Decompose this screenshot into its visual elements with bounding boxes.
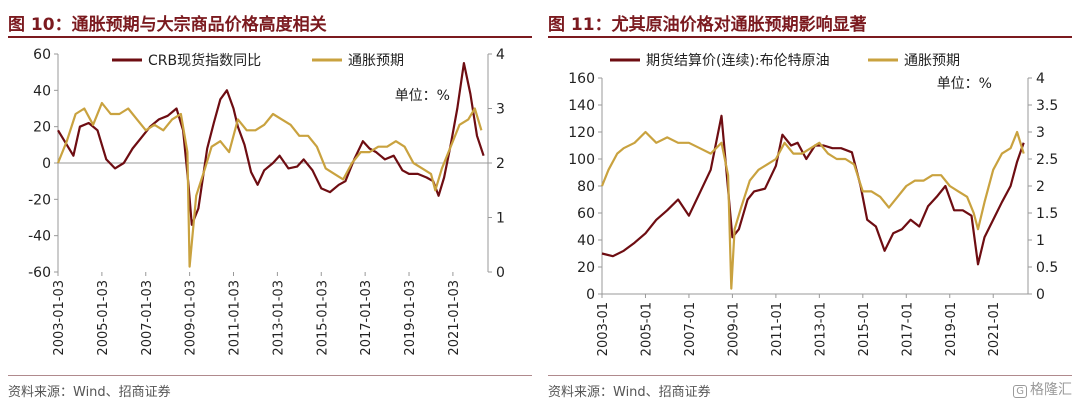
legend-label: CRB现货指数同比 (148, 52, 261, 69)
left-y-tick-label: -60 (28, 265, 51, 281)
legend-label: 通胀预期 (904, 53, 960, 69)
right-y-tick-label: 3 (1036, 125, 1045, 141)
legend-label: 期货结算价(连续):布伦特原油 (646, 52, 830, 69)
left-y-tick-label: 40 (577, 233, 595, 249)
series-line-primary (601, 114, 1025, 266)
right-y-tick-label: 0.5 (1036, 260, 1058, 276)
right-y-tick-label: 0 (496, 265, 505, 281)
watermark: G 格隆汇 (1013, 379, 1072, 399)
x-tick-label: 2007-01 (683, 302, 698, 356)
x-tick-label: 2007-01-03 (140, 280, 155, 356)
right-title-rule (548, 36, 1072, 38)
right-y-tick-label: 1 (496, 211, 505, 227)
left-source-note: 资料来源：Wind、招商证券 (8, 385, 171, 400)
right-y-tick-label: 2.5 (1036, 152, 1058, 168)
right-source-rule (548, 375, 1072, 376)
x-tick-label: 2019-01 (944, 302, 959, 356)
left-y-tick-label: 60 (577, 206, 595, 222)
series-line-primary (57, 62, 485, 226)
left-y-tick-label: 120 (568, 125, 595, 141)
x-tick-label: 2013-01-03 (271, 280, 286, 356)
x-tick-label: 2003-01 (596, 302, 611, 356)
right-y-tick-label: 2 (1036, 179, 1045, 195)
right-figure-title: 图 11：尤其原油价格对通胀预期影响显著 (548, 15, 867, 35)
left-y-tick-label: 20 (33, 120, 51, 136)
left-title-rule (8, 36, 532, 38)
right-y-tick-label: 3.5 (1036, 98, 1058, 114)
left-y-tick-label: 80 (577, 179, 595, 195)
x-tick-label: 2015-01 (857, 302, 872, 356)
left-y-tick-label: 0 (42, 156, 51, 172)
watermark-logo-icon: G (1013, 385, 1027, 398)
unit-label: 单位：% (937, 76, 992, 92)
x-tick-label: 2021-01-03 (447, 280, 462, 356)
left-source-rule (8, 375, 532, 376)
left-y-tick-label: 20 (577, 260, 595, 276)
legend-label: 通胀预期 (348, 53, 404, 69)
x-tick-label: 2021-01 (987, 302, 1002, 356)
right-figure-panel: 图 11：尤其原油价格对通胀预期影响显著 0 20 40 60 80 100 120 140 1… (540, 0, 1080, 411)
x-tick-label: 2017-01-03 (359, 280, 374, 356)
left-chart: -60 -40 -20 0 20 40 60 0 1 2 3 4 2003-01-03 2005-01-0… (28, 47, 505, 356)
x-tick-label: 2017-01 (900, 302, 915, 356)
left-y-tick-label: 160 (568, 71, 595, 87)
x-tick-label: 2011-01 (770, 302, 785, 356)
right-y-tick-label: 3 (496, 102, 505, 118)
left-y-tick-label: 0 (586, 287, 595, 303)
right-y-tick-label: 1 (1036, 233, 1045, 249)
left-y-tick-label: 100 (568, 152, 595, 168)
left-figure-panel: 图 10：通胀预期与大宗商品价格高度相关 -60 -40 -20 0 20 40 60 0 1 2… (8, 15, 532, 400)
x-tick-label: 2005-01 (639, 302, 654, 356)
left-y-tick-label: 40 (33, 83, 51, 99)
left-y-tick-label: -20 (28, 192, 51, 208)
right-y-tick-label: 4 (1036, 71, 1045, 87)
x-tick-label: 2003-01-03 (52, 280, 67, 356)
left-y-tick-label: 60 (33, 47, 51, 63)
right-y-tick-label: 0 (1036, 287, 1045, 303)
left-y-tick-label: -40 (28, 229, 51, 245)
x-tick-label: 2011-01-03 (228, 280, 243, 356)
x-tick-label: 2009-01-03 (184, 280, 199, 356)
left-y-tick-label: 140 (568, 98, 595, 114)
series-line-inflation-expectation (600, 130, 1025, 290)
x-tick-label: 2019-01-03 (403, 280, 418, 356)
x-tick-label: 2013-01 (813, 302, 828, 356)
right-y-tick-label: 4 (496, 47, 505, 63)
series-line-inflation-expectation (56, 101, 483, 268)
right-source-note: 资料来源：Wind、招商证券 (548, 385, 711, 400)
right-y-tick-label: 1.5 (1036, 206, 1058, 222)
x-tick-label: 2005-01-03 (96, 280, 111, 356)
right-chart: 0 20 40 60 80 100 120 140 160 0 0.5 1 1.5 2 2.5 3 3.5 4 20… (568, 52, 1058, 356)
right-y-tick-label: 2 (496, 156, 505, 172)
x-tick-label: 2009-01 (726, 302, 741, 356)
watermark-text: 格隆汇 (1030, 382, 1072, 398)
left-figure-title: 图 10：通胀预期与大宗商品价格高度相关 (8, 15, 327, 35)
unit-label: 单位：% (395, 88, 450, 104)
x-tick-label: 2015-01-03 (315, 280, 330, 356)
